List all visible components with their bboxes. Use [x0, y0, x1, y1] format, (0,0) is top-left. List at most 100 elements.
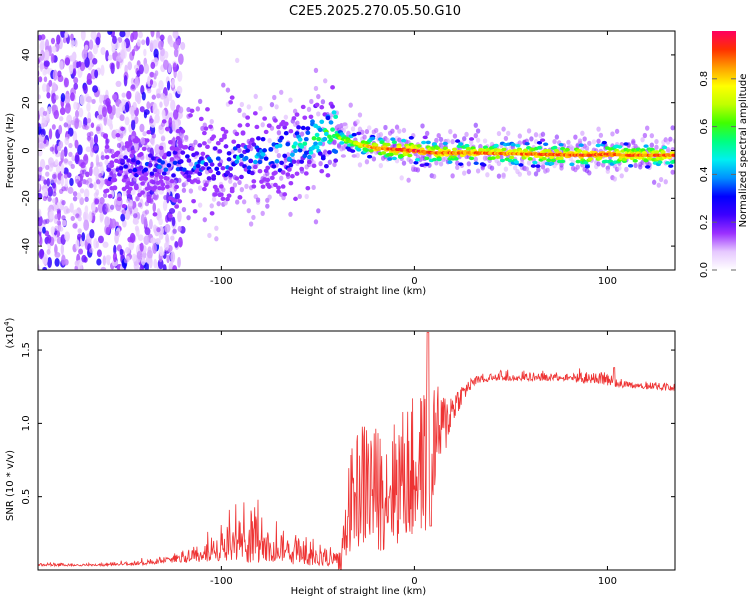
spectrogram-cell: [42, 253, 49, 265]
spectrogram-cell: [72, 223, 78, 229]
spectrogram-cell: [137, 170, 142, 176]
spectrogram-cell: [475, 128, 481, 134]
spectrogram-cell: [180, 41, 186, 51]
spectrogram-cell: [174, 146, 179, 152]
spectrogram-cell: [130, 84, 136, 90]
spectrogram-cell: [131, 253, 137, 262]
spectrogram-cell: [48, 128, 53, 140]
spectrogram-cell: [133, 213, 138, 219]
spectrogram-cell: [38, 211, 39, 213]
spectrogram-cell: [130, 158, 136, 163]
spectrogram-cell: [209, 211, 215, 216]
spectrogram-cell: [180, 150, 186, 155]
spectrogram-cell: [654, 150, 660, 154]
spectrogram-cell: [293, 148, 298, 154]
spectrogram-cell: [58, 226, 64, 232]
spectrogram-cell: [209, 162, 215, 167]
spectrogram-cell: [84, 57, 90, 68]
spectrogram-cell: [73, 82, 79, 90]
spectrogram-cell: [172, 265, 178, 270]
spectrogram-cell: [496, 173, 502, 179]
spectrogram-cell: [665, 161, 671, 165]
spectrogram-cell: [216, 201, 221, 207]
spectrogram-cell: [612, 176, 617, 182]
spectrogram-cell: [451, 147, 458, 152]
spectrogram-cell: [225, 196, 230, 202]
spectrogram-cell: [181, 206, 187, 213]
spectrogram-cell: [70, 163, 75, 170]
spectrogram-cell: [46, 92, 51, 99]
spectrogram-cell: [174, 184, 179, 190]
spectrogram-cell: [79, 197, 85, 206]
spectrogram-cell: [235, 57, 240, 64]
spectrogram-cell: [234, 159, 240, 164]
spectrogram-cell: [65, 208, 71, 214]
spectrogram-cell: [251, 214, 256, 221]
spectrogram-cell: [265, 165, 271, 171]
spectrogram-cell: [288, 181, 294, 186]
spectrogram-cell: [115, 80, 122, 88]
spectrogram-cell: [157, 164, 163, 170]
spectrogram-cell: [517, 133, 523, 139]
spectrogram-cell: [297, 148, 303, 153]
spectrogram-cell: [111, 44, 116, 53]
spectrogram-cell: [55, 165, 61, 174]
spectrogram-cell: [305, 185, 311, 191]
spectrogram-cell: [89, 183, 94, 189]
spectrogram-cell: [77, 144, 83, 156]
spectrogram-cell: [385, 137, 390, 143]
spectrogram-cell: [277, 143, 283, 148]
spectrogram-cell: [120, 49, 126, 60]
spectrogram-cell: [302, 115, 308, 120]
spectrogram-cell: [52, 69, 58, 81]
spectrogram-cell: [299, 131, 305, 137]
spectrogram-cell: [111, 104, 116, 116]
spectrogram-cell: [181, 167, 187, 172]
spectrogram-cell: [184, 180, 189, 186]
spectrogram-cell: [619, 173, 624, 179]
spectrogram-cell: [482, 145, 489, 150]
spectrogram-cell: [50, 37, 56, 45]
spectrogram-cell: [670, 125, 675, 131]
spectrogram-cell: [38, 215, 43, 227]
spectrogram-cell: [109, 163, 115, 168]
spectrogram-cell: [308, 150, 314, 155]
spectrogram-cell: [200, 166, 206, 171]
spectrogram-cell: [330, 127, 335, 132]
spectrogram-cell: [408, 158, 414, 165]
spectrogram-cell: [545, 167, 550, 173]
spectrogram-cell: [59, 107, 66, 116]
spectrogram-cell: [256, 136, 261, 141]
spectrogram-cell: [154, 144, 161, 155]
spectrogram-cell: [70, 119, 75, 126]
colorbar-label: Normalized spectral amplitude: [738, 74, 749, 228]
spectrogram-cell: [63, 173, 68, 179]
spectrogram-cell: [118, 169, 124, 174]
spectrogram-cell: [560, 159, 566, 164]
spectrogram-cell: [317, 127, 323, 133]
snr-x-tick-label: -100: [210, 576, 233, 587]
spectrogram-cell: [554, 134, 560, 140]
spectrogram-cell: [317, 151, 323, 156]
spectrogram-cell: [65, 102, 71, 108]
spectrogram-cell: [448, 129, 453, 135]
spectrogram-cell: [314, 132, 320, 138]
spectrogram-cell: [288, 162, 294, 168]
spectrogram-cell: [314, 102, 320, 107]
spectrogram-cell: [132, 167, 138, 173]
spectrogram-cell: [40, 122, 45, 129]
spectrogram-cell: [74, 139, 79, 149]
spectrogram-cell: [396, 145, 402, 149]
spectrogram-cell: [485, 172, 490, 178]
spectrogram-cell: [126, 198, 131, 204]
snr-y-tick-label: 1.5: [21, 342, 32, 358]
spectrogram-cell: [137, 202, 143, 208]
spectrogram-cell: [364, 128, 370, 135]
spectrogram-cell: [503, 135, 509, 142]
spectrogram-cell: [162, 264, 167, 270]
spectrogram-cell: [394, 124, 400, 130]
spectrogram-cell: [60, 31, 66, 38]
spectrogram-cell: [28, 124, 32, 131]
spectrogram-cell: [151, 179, 156, 185]
spectrogram-cell: [325, 173, 331, 178]
